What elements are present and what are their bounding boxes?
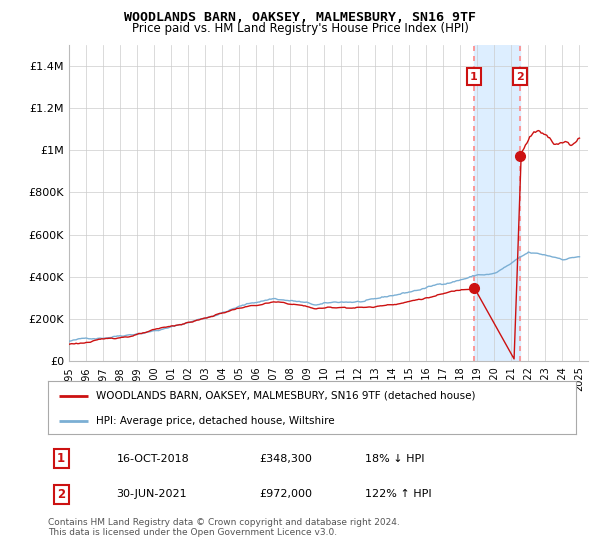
Text: WOODLANDS BARN, OAKSEY, MALMESBURY, SN16 9TF: WOODLANDS BARN, OAKSEY, MALMESBURY, SN16… <box>124 11 476 24</box>
Text: £348,300: £348,300 <box>259 454 312 464</box>
Text: 1: 1 <box>57 452 65 465</box>
Text: 2: 2 <box>516 72 524 82</box>
Text: 2: 2 <box>57 488 65 501</box>
Text: £972,000: £972,000 <box>259 489 312 500</box>
Text: WOODLANDS BARN, OAKSEY, MALMESBURY, SN16 9TF (detached house): WOODLANDS BARN, OAKSEY, MALMESBURY, SN16… <box>95 391 475 401</box>
Text: Price paid vs. HM Land Registry's House Price Index (HPI): Price paid vs. HM Land Registry's House … <box>131 22 469 35</box>
Text: 18% ↓ HPI: 18% ↓ HPI <box>365 454 424 464</box>
Bar <box>474 45 520 361</box>
Text: 1: 1 <box>470 72 478 82</box>
Text: 30-JUN-2021: 30-JUN-2021 <box>116 489 187 500</box>
Text: HPI: Average price, detached house, Wiltshire: HPI: Average price, detached house, Wilt… <box>95 416 334 426</box>
Text: 122% ↑ HPI: 122% ↑ HPI <box>365 489 431 500</box>
Text: Contains HM Land Registry data © Crown copyright and database right 2024.
This d: Contains HM Land Registry data © Crown c… <box>48 518 400 538</box>
Text: 16-OCT-2018: 16-OCT-2018 <box>116 454 190 464</box>
